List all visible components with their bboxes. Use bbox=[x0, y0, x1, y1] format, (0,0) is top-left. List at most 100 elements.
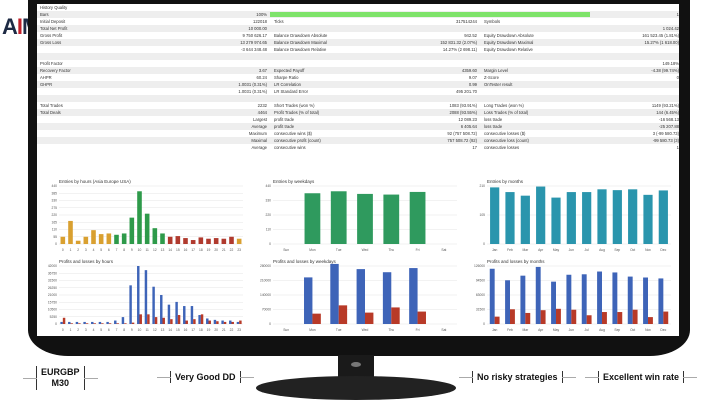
x-tick-label: 1 bbox=[70, 248, 72, 252]
x-tick-label: 12 bbox=[153, 328, 157, 332]
report-cell: 13 279 974.65 bbox=[240, 40, 267, 45]
bar bbox=[586, 315, 592, 324]
bar bbox=[330, 263, 339, 324]
bar bbox=[505, 280, 510, 324]
bar bbox=[213, 319, 217, 324]
bar bbox=[602, 312, 607, 324]
report-row bbox=[37, 95, 679, 102]
report-cell: consecutive loss (count) bbox=[484, 138, 529, 143]
y-tick-label: 440 bbox=[265, 184, 271, 188]
x-tick-label: 19 bbox=[207, 248, 211, 252]
report-cell: 152 831.32 (2.07%) bbox=[440, 40, 477, 45]
bar bbox=[556, 308, 561, 324]
report-cell: loss trade bbox=[484, 117, 503, 122]
report-cell: consecutive wins ($) bbox=[274, 131, 312, 136]
report-charts: Entries by hours (Asia Europe USA) 0 55 110… bbox=[37, 176, 679, 336]
y-tick-label: 330 bbox=[265, 199, 271, 203]
x-tick-label: Sep bbox=[614, 248, 620, 252]
y-tick-label: 440 bbox=[51, 184, 57, 188]
report-cell: 10 000.00 bbox=[248, 26, 267, 31]
report-cell: 92 (757 508.72) bbox=[447, 131, 477, 136]
report-cell: -3 644 348.48 bbox=[241, 47, 267, 52]
report-cell: 144 (6.45%) bbox=[656, 110, 679, 115]
bar bbox=[167, 236, 173, 244]
report-cell: 1.0031 (0.31%) bbox=[238, 89, 267, 94]
y-tick-label: 70000 bbox=[262, 308, 271, 312]
bar bbox=[356, 269, 365, 324]
report-cell: LR Correlation bbox=[274, 82, 301, 87]
x-tick-label: Tue bbox=[336, 328, 342, 332]
report-cell: Recovery Factor bbox=[40, 68, 71, 73]
report-cell: -16 568.13 bbox=[658, 117, 679, 122]
y-tick-label: 0 bbox=[483, 322, 485, 326]
report-cell bbox=[590, 88, 679, 95]
x-tick-label: Thu bbox=[388, 248, 394, 252]
report-cell: 1083 (93.91%) bbox=[449, 103, 477, 108]
bar bbox=[206, 238, 211, 244]
report-row: Maximal consecutive profit (count) 757 508… bbox=[37, 137, 679, 144]
report-cell: 9.07 bbox=[468, 75, 477, 80]
report-row: Average profit trade 6 405.64 loss trade -25… bbox=[37, 123, 679, 130]
x-tick-label: Wed bbox=[362, 328, 369, 332]
report-cell bbox=[40, 137, 110, 144]
bar bbox=[208, 320, 211, 324]
timeframe-label: M30 bbox=[51, 378, 70, 388]
bar bbox=[175, 236, 181, 244]
x-tick-label: Sun bbox=[283, 248, 289, 252]
bar bbox=[489, 268, 495, 324]
bar bbox=[114, 234, 119, 244]
report-cell: Profit Trades (% of total) bbox=[274, 110, 320, 115]
report-cell: Bars bbox=[40, 12, 49, 17]
y-tick-label: 385 bbox=[51, 191, 57, 195]
history-quality-bar bbox=[270, 12, 590, 17]
bar bbox=[382, 272, 392, 324]
report-cell bbox=[390, 60, 480, 67]
bar bbox=[83, 236, 89, 244]
x-tick-label: Thu bbox=[388, 328, 394, 332]
y-tick-label: 0 bbox=[483, 242, 485, 246]
report-cell: Balance Drawdown Maximal bbox=[274, 40, 327, 45]
bar bbox=[183, 306, 186, 324]
report-cell: Average bbox=[251, 124, 267, 129]
x-tick-label: Mar bbox=[522, 248, 529, 252]
x-tick-label: Apr bbox=[538, 328, 544, 332]
x-tick-label: 8 bbox=[123, 248, 125, 252]
y-tick-label: 220 bbox=[265, 213, 271, 217]
bar bbox=[177, 315, 181, 324]
bar bbox=[236, 321, 240, 324]
x-tick-label: 3 bbox=[85, 328, 87, 332]
report-cell: Maximal bbox=[251, 138, 267, 143]
x-tick-label: Fri bbox=[416, 328, 420, 332]
report-row: Gross Loss 13 279 974.65 Balance Drawdown … bbox=[37, 39, 679, 46]
x-tick-label: 14 bbox=[168, 248, 172, 252]
report-cell: Symbols bbox=[484, 19, 501, 24]
bar bbox=[124, 323, 127, 324]
report-cell: Initial Deposit bbox=[40, 19, 66, 24]
bar bbox=[152, 286, 155, 324]
report-cell bbox=[40, 46, 110, 53]
report-table: History Quality Bars 100% 1 Initial Deposit 1… bbox=[37, 4, 679, 151]
x-tick-label: Feb bbox=[507, 248, 513, 252]
x-tick-label: Tue bbox=[336, 248, 342, 252]
y-tick-label: 165 bbox=[51, 220, 57, 224]
report-cell: Maximum bbox=[248, 131, 267, 136]
report-cell bbox=[270, 25, 390, 32]
y-tick-label: 105 bbox=[479, 213, 485, 217]
x-tick-label: 8 bbox=[123, 328, 125, 332]
x-tick-label: Apr bbox=[538, 248, 544, 252]
bar bbox=[106, 321, 109, 324]
report-cell: 1.0031 (0.31%) bbox=[238, 82, 267, 87]
report-row: -3 644 348.48 Balance Drawdown Relative 14… bbox=[37, 46, 679, 53]
chart: Entries by hours (Asia Europe USA) 0 55 110… bbox=[37, 176, 251, 256]
report-cell: 757 508.72 (92) bbox=[447, 138, 477, 143]
report-cell: Equity Drawdown Absolute bbox=[484, 33, 534, 38]
report-cell: Loss Trades (% of total) bbox=[484, 110, 529, 115]
report-cell bbox=[110, 53, 270, 60]
x-tick-label: 1 bbox=[70, 328, 72, 332]
bar bbox=[312, 313, 321, 324]
x-tick-label: 22 bbox=[230, 328, 234, 332]
bar bbox=[566, 192, 576, 244]
report-cell: Gross Loss bbox=[40, 40, 62, 45]
bar bbox=[121, 317, 125, 324]
y-tick-label: 0 bbox=[55, 242, 57, 246]
